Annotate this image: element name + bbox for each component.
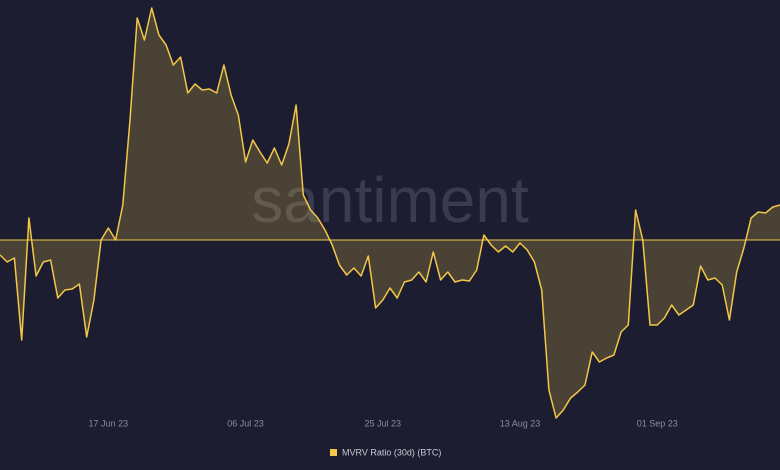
legend-swatch xyxy=(330,449,337,456)
line xyxy=(0,7,780,419)
x-tick-label: 01 Sep 23 xyxy=(637,418,678,428)
legend-label: MVRV Ratio (30d) (BTC) xyxy=(342,447,441,457)
x-tick-label: 13 Aug 23 xyxy=(500,418,541,428)
x-tick-label: 17 Jun 23 xyxy=(89,418,129,428)
watermark: santiment xyxy=(251,164,529,236)
x-tick-label: 25 Jul 23 xyxy=(365,418,402,428)
x-tick-label: 06 Jul 23 xyxy=(227,418,264,428)
area xyxy=(0,8,780,418)
